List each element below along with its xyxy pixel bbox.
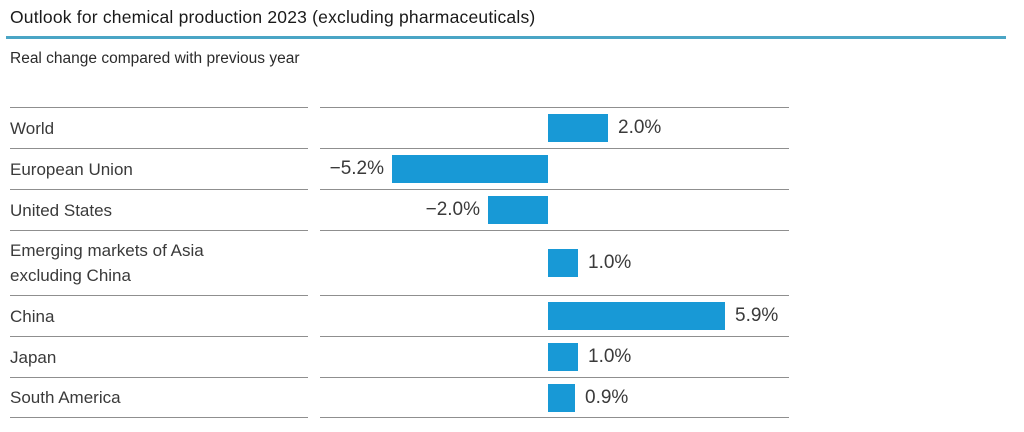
chart-row-china: China 5.9%: [10, 295, 789, 336]
bar-value-label: 1.0%: [588, 252, 632, 273]
column-gap: [308, 230, 320, 295]
row-plot-area: 5.9%: [320, 295, 789, 336]
bar-chart: World 2.0% European Union −5.2% United S…: [10, 107, 789, 418]
row-label-cell: United States: [10, 189, 308, 230]
column-gap: [308, 336, 320, 377]
row-category-label: World: [10, 118, 55, 138]
row-category-label: Japan: [10, 347, 57, 367]
value-bar: [548, 114, 608, 142]
chart-row-world: World 2.0%: [10, 107, 789, 148]
row-category-label: European Union: [10, 159, 133, 179]
row-plot-area: 1.0%: [320, 336, 789, 377]
row-label-cell: South America: [10, 377, 308, 418]
chart-row-japan: Japan 1.0%: [10, 336, 789, 377]
chart-subtitle: Real change compared with previous year: [10, 50, 300, 67]
row-plot-area: 2.0%: [320, 107, 789, 148]
chart-row-emerging-markets-of-asia-excluding-china: Emerging markets of Asia excluding China…: [10, 230, 789, 295]
chart-title: Outlook for chemical production 2023 (ex…: [10, 7, 536, 27]
row-plot-area: −2.0%: [320, 189, 789, 230]
row-category-label: South America: [10, 388, 121, 407]
chart-row-united-states: United States −2.0%: [10, 189, 789, 230]
column-gap: [308, 295, 320, 336]
title-divider-rule: [6, 36, 1006, 39]
value-bar: [548, 302, 725, 330]
row-category-label: United States: [10, 200, 113, 220]
value-bar: [488, 196, 548, 224]
column-gap: [308, 107, 320, 148]
chart-row-south-america: South America 0.9%: [10, 377, 789, 418]
value-bar: [548, 249, 578, 277]
value-bar: [548, 383, 575, 412]
bar-value-label: 0.9%: [585, 386, 629, 408]
row-label-cell: Emerging markets of Asia excluding China: [10, 230, 308, 295]
value-bar: [548, 343, 578, 371]
row-label-cell: China: [10, 295, 308, 336]
value-bar: [392, 155, 548, 183]
row-category-label: Emerging markets of Asia excluding China: [10, 241, 204, 285]
column-gap: [308, 148, 320, 189]
row-label-cell: World: [10, 107, 308, 148]
bar-value-label: −2.0%: [425, 199, 480, 220]
row-plot-area: 0.9%: [320, 377, 789, 418]
row-category-label: China: [10, 306, 55, 326]
column-gap: [308, 189, 320, 230]
row-label-cell: European Union: [10, 148, 308, 189]
chart-row-european-union: European Union −5.2%: [10, 148, 789, 189]
bar-value-label: 1.0%: [588, 346, 632, 367]
bar-value-label: 2.0%: [618, 117, 662, 138]
row-label-cell: Japan: [10, 336, 308, 377]
bar-value-label: −5.2%: [329, 158, 384, 179]
row-plot-area: 1.0%: [320, 230, 789, 295]
bar-value-label: 5.9%: [735, 305, 779, 326]
row-plot-area: −5.2%: [320, 148, 789, 189]
column-gap: [308, 377, 320, 418]
